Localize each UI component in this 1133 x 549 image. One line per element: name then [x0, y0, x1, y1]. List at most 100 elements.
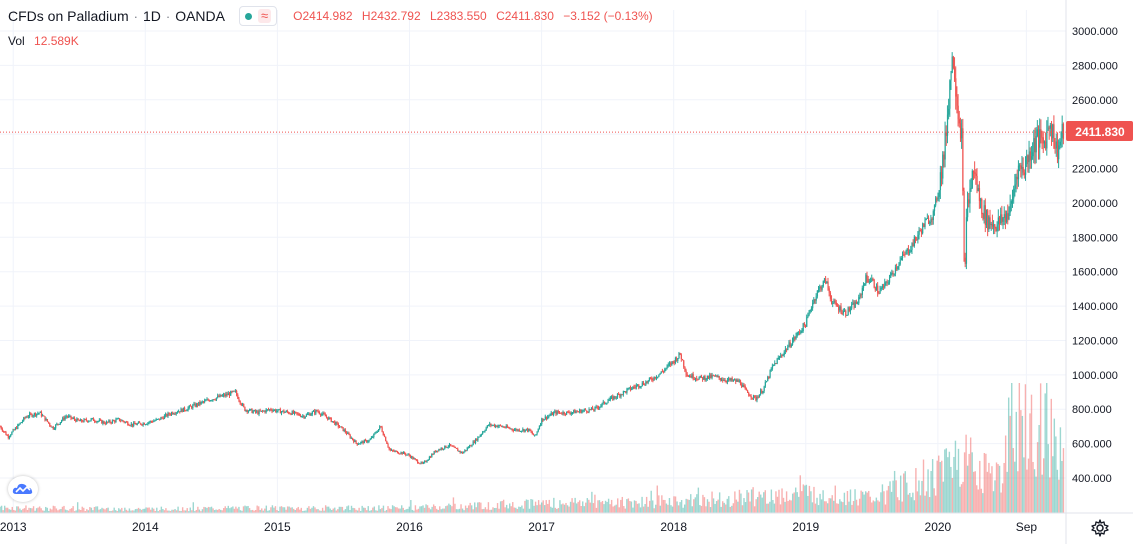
volume-bar — [366, 510, 368, 513]
candle-body — [409, 455, 412, 458]
volume-bar — [726, 498, 728, 513]
candle-body — [485, 427, 487, 431]
candle-body — [628, 387, 630, 389]
volume-bar — [76, 502, 79, 513]
candle-body — [881, 285, 884, 288]
candle-body — [573, 410, 575, 413]
volume-bar — [423, 507, 426, 513]
candle-body — [1015, 176, 1017, 185]
volume-bar — [250, 510, 252, 513]
candle-body — [131, 423, 134, 426]
candle-body — [372, 437, 374, 439]
interval[interactable]: 1D — [142, 8, 161, 24]
volume-bar — [254, 509, 257, 513]
time-axis[interactable]: 2013 2014 2015 2016 2017 2018 2019 2020 Sep — [0, 520, 1037, 534]
candle-body — [289, 413, 291, 415]
volume-legend[interactable]: Vol 12.589K — [8, 34, 79, 48]
volume-bar — [1035, 476, 1037, 513]
candle-body — [581, 410, 583, 413]
candle-body — [419, 463, 421, 465]
volume-bar — [697, 487, 700, 513]
volume-bar — [286, 506, 289, 513]
exchange[interactable]: OANDA — [175, 8, 225, 24]
volume-bar — [334, 507, 336, 513]
candle-body — [996, 224, 998, 232]
candle-body — [454, 446, 457, 449]
tradingview-cloud-icon[interactable] — [8, 476, 38, 502]
candle-body — [76, 418, 78, 422]
volume-bar — [1056, 469, 1059, 513]
volume-bar — [3, 505, 6, 513]
candle-body — [19, 422, 21, 425]
candle-body — [800, 331, 802, 333]
volume-bar — [247, 505, 249, 513]
volume-bar — [241, 510, 243, 513]
volume-bar — [632, 507, 634, 513]
candle-body — [738, 380, 740, 382]
volume-bar — [265, 505, 268, 513]
candle-body — [186, 410, 188, 412]
volume-bar — [107, 507, 109, 513]
volume-bar — [930, 470, 932, 513]
volume-bar — [1006, 471, 1008, 513]
candle-body — [388, 446, 390, 450]
volume-bar — [414, 505, 417, 513]
candle-body — [703, 376, 705, 380]
candle-body — [366, 440, 368, 443]
volume-bar — [741, 505, 744, 513]
candle-body — [619, 394, 621, 397]
volume-bar — [948, 451, 951, 513]
candle-body — [432, 454, 434, 456]
candle-body — [514, 429, 516, 431]
candle-body — [163, 415, 166, 419]
volume-bar — [46, 507, 48, 513]
candle-body — [964, 257, 966, 264]
volume-bar — [299, 509, 301, 513]
candle-body — [399, 453, 401, 455]
volume-bar — [445, 506, 447, 513]
candle-body — [710, 374, 712, 378]
candle-body — [620, 394, 622, 397]
volume-bar — [985, 453, 987, 513]
volume-bar — [846, 490, 849, 513]
candle-body — [676, 357, 678, 361]
candle-body — [866, 275, 868, 280]
y-tick-label: 2200.000 — [1072, 164, 1118, 176]
volume-bar — [703, 497, 706, 513]
volume-bar — [55, 508, 58, 513]
candle-body — [18, 424, 20, 426]
volume-bar — [612, 506, 614, 513]
candle-body — [321, 414, 323, 416]
volume-bar — [572, 502, 575, 513]
candle-body — [152, 421, 154, 423]
volume-bar — [1029, 413, 1031, 513]
volume-bar — [326, 506, 328, 513]
candle-body — [161, 417, 163, 419]
price-axis[interactable]: 400.000600.000800.0001000.0001200.000140… — [1072, 26, 1118, 485]
candle-body — [1, 428, 4, 431]
candle-body — [522, 429, 524, 431]
volume-bar — [845, 505, 847, 513]
candle-body — [1026, 155, 1028, 165]
volume-bar — [785, 491, 788, 513]
candle-body — [634, 386, 636, 388]
volume-bar — [405, 509, 407, 513]
volume-bar — [219, 509, 222, 513]
volume-bar — [924, 495, 926, 513]
volume-bar — [1042, 458, 1045, 513]
candle-body — [544, 416, 546, 420]
gear-icon[interactable] — [1090, 518, 1110, 538]
volume-bar — [401, 505, 403, 513]
market-status[interactable]: ≈ — [239, 6, 278, 26]
symbol-name[interactable]: CFDs on Palladium — [8, 8, 129, 24]
volume-bar — [915, 468, 917, 513]
candle-body — [492, 424, 494, 426]
volume-bar — [534, 501, 537, 513]
candle-body — [930, 218, 932, 223]
volume-bar — [419, 506, 421, 513]
volume-bar — [385, 509, 388, 513]
candle-body — [218, 395, 220, 397]
candle-body — [133, 422, 135, 426]
